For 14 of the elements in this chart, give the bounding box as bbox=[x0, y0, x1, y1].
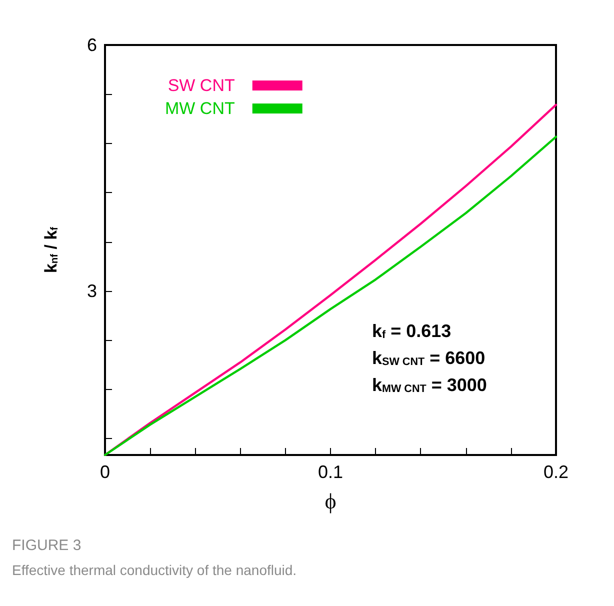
x-tick-label: 0.1 bbox=[318, 462, 344, 482]
legend-label: MW CNT bbox=[164, 99, 235, 118]
x-axis-title: ϕ bbox=[324, 488, 336, 514]
text: Effective thermal conductivity of the nanofluid. bbox=[12, 562, 297, 578]
legend-label: SW CNT bbox=[168, 76, 235, 95]
y-tick-label: 3 bbox=[86, 281, 97, 301]
y-axis-title: knf / kf bbox=[42, 226, 61, 274]
x-tick-label: 0.2 bbox=[543, 462, 569, 482]
annotation: kSW CNT = 6600 bbox=[372, 348, 486, 368]
text: FIGURE 3 bbox=[12, 537, 82, 554]
x-tick-label: 0 bbox=[100, 462, 110, 482]
annotation: kMW CNT = 3000 bbox=[372, 375, 487, 396]
y-tick-label: 6 bbox=[86, 35, 97, 55]
annotation: kf = 0.613 bbox=[372, 321, 452, 342]
